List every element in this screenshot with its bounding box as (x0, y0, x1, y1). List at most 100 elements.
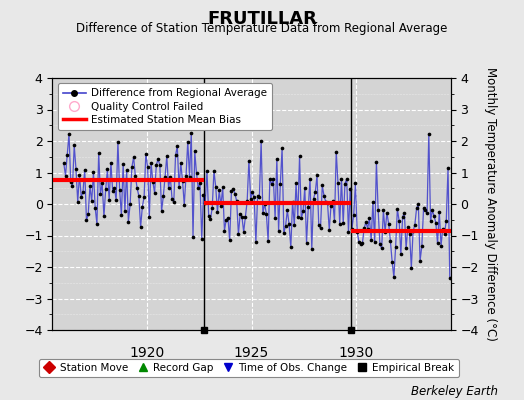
Point (208, 205, 216, 211)
Point (173, 143, 181, 149)
Point (217, 202, 225, 209)
Point (266, 176, 274, 182)
Point (215, 187, 223, 194)
Point (276, 181, 285, 187)
Point (141, 150, 150, 157)
Point (82, 217, 91, 224)
Point (119, 161, 127, 168)
Point (98, 180, 106, 186)
Point (70, 142, 79, 148)
Point (81, 166, 89, 173)
Point (147, 160, 155, 166)
Point (94, 150, 103, 156)
Point (435, 208, 443, 215)
Text: Berkeley Earth: Berkeley Earth (411, 385, 498, 398)
Point (281, 223, 290, 229)
Point (86, 183, 94, 190)
Point (222, 217, 231, 223)
Point (231, 190, 239, 197)
Point (355, 238, 363, 245)
Point (105, 197, 113, 203)
Point (112, 197, 121, 204)
Point (154, 156, 162, 162)
Point (445, 275, 454, 281)
Point (236, 211, 244, 217)
Point (170, 199, 178, 206)
Point (421, 206, 430, 213)
Point (356, 240, 365, 247)
Point (412, 205, 421, 212)
Point (287, 244, 295, 250)
Point (272, 155, 281, 162)
Y-axis label: Monthly Temperature Anomaly Difference (°C): Monthly Temperature Anomaly Difference (… (484, 67, 497, 341)
Point (243, 198, 252, 204)
Point (320, 193, 328, 199)
Point (65, 131, 73, 137)
Point (402, 245, 410, 252)
Point (290, 222, 299, 229)
Point (88, 198, 96, 204)
Point (89, 169, 97, 176)
Point (206, 216, 215, 222)
Point (350, 212, 358, 218)
Point (388, 258, 396, 265)
Point (201, 199, 210, 206)
Point (395, 218, 403, 224)
Point (370, 239, 379, 245)
Point (168, 196, 176, 202)
Point (309, 196, 318, 202)
Point (191, 148, 199, 155)
Point (337, 176, 346, 182)
Point (360, 225, 368, 231)
Point (178, 178, 187, 184)
Point (165, 184, 173, 191)
Point (348, 225, 356, 232)
Point (381, 228, 389, 235)
Point (314, 222, 323, 228)
Point (233, 198, 241, 204)
Point (123, 167, 131, 174)
Point (306, 176, 314, 182)
Point (150, 190, 159, 196)
Point (246, 196, 255, 202)
Point (121, 208, 129, 214)
Point (196, 180, 204, 186)
Point (293, 214, 302, 220)
Point (145, 214, 154, 220)
Point (220, 227, 228, 234)
Point (302, 239, 311, 246)
Point (189, 234, 197, 240)
Point (227, 188, 236, 194)
Point (330, 218, 339, 224)
Point (182, 173, 190, 179)
Point (379, 207, 388, 214)
Point (311, 189, 320, 195)
Point (322, 198, 330, 205)
Point (107, 160, 115, 166)
Point (432, 219, 440, 226)
Point (84, 211, 92, 218)
Point (171, 152, 180, 158)
Point (238, 214, 246, 220)
Point (159, 193, 168, 200)
Text: 1925: 1925 (234, 346, 269, 360)
Point (419, 205, 428, 212)
Point (175, 184, 183, 190)
Point (114, 139, 122, 145)
Point (156, 162, 164, 168)
Point (316, 225, 325, 232)
Point (280, 230, 288, 236)
Point (248, 189, 257, 195)
Point (269, 176, 278, 182)
Point (96, 191, 105, 198)
Point (129, 154, 138, 160)
Point (424, 130, 433, 137)
Point (367, 237, 375, 243)
Point (386, 238, 395, 244)
Point (398, 214, 407, 220)
Point (262, 210, 270, 217)
Point (61, 172, 70, 179)
Point (439, 225, 447, 232)
Point (308, 246, 316, 252)
Point (278, 145, 286, 151)
